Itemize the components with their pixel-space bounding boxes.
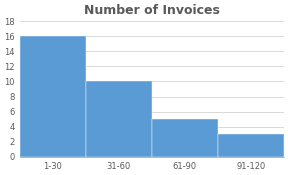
Bar (152, 119, 218, 157)
Bar (20, 36, 86, 157)
Bar (86, 82, 152, 157)
Title: Number of Invoices: Number of Invoices (84, 4, 220, 17)
Bar (218, 134, 284, 157)
